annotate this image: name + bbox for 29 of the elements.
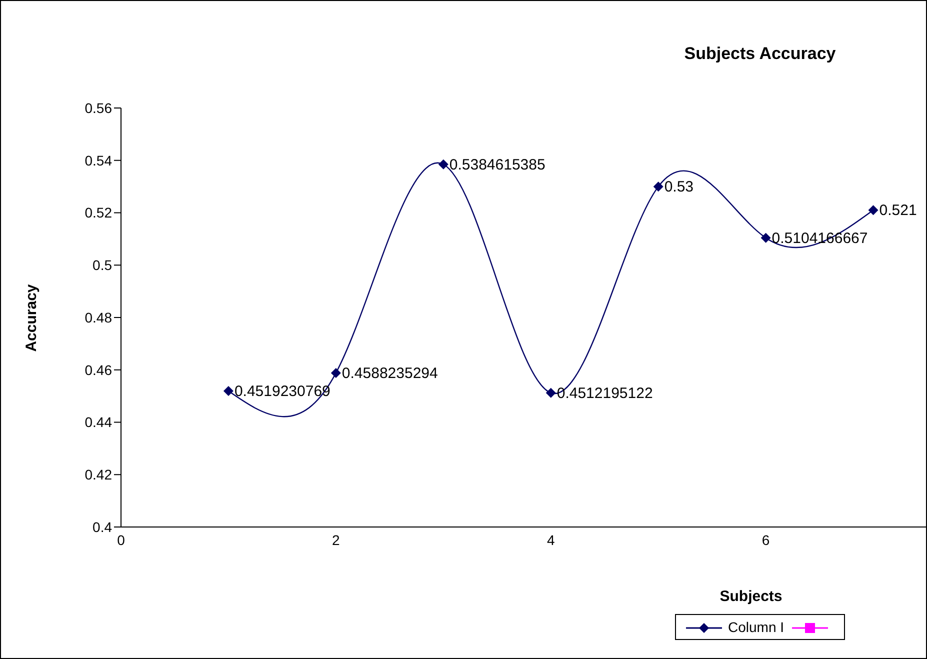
x-tick-label: 2 xyxy=(332,532,340,548)
point xyxy=(868,205,878,216)
x-axis-title: Subjects xyxy=(718,588,784,605)
x-tick-label: 0 xyxy=(117,532,126,548)
y-tick-label: 0.5 xyxy=(92,257,112,274)
y-tick-label: 0.42 xyxy=(84,466,112,483)
chart-title: Subjects Accuracy xyxy=(683,44,837,64)
data-label: 0.53 xyxy=(664,178,694,196)
point xyxy=(546,388,556,398)
x-tick-label: 6 xyxy=(762,532,770,548)
data-label: 0.521 xyxy=(879,202,917,220)
y-tick-label: 0.56 xyxy=(84,100,112,116)
point xyxy=(438,159,448,170)
legend-label: Column I xyxy=(728,619,784,635)
point xyxy=(653,182,664,192)
y-tick-label: 0.44 xyxy=(84,414,112,430)
point xyxy=(223,386,234,396)
point xyxy=(760,232,771,243)
data-label: 0.4512195122 xyxy=(556,384,653,402)
data-label: 0.5384615385 xyxy=(449,156,546,174)
x-tick-label: 4 xyxy=(546,532,555,548)
y-axis-title: Accuracy xyxy=(23,283,41,354)
data-label: 0.4588235294 xyxy=(342,364,438,382)
y-tick-label: 0.46 xyxy=(84,362,112,378)
y-tick-label: 0.52 xyxy=(84,204,112,221)
y-tick-label: 0.54 xyxy=(84,152,112,168)
y-tick-label: 0.4 xyxy=(92,518,112,535)
y-tick-label: 0.48 xyxy=(84,309,112,326)
point xyxy=(330,368,341,378)
